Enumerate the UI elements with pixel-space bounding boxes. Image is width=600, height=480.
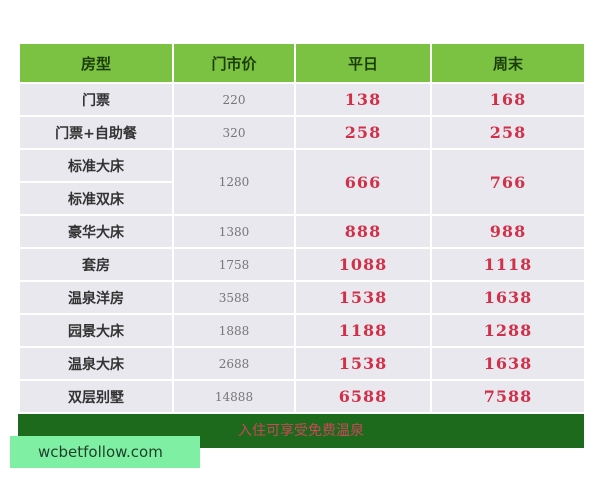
table-row: 标准双床 xyxy=(18,181,585,216)
weekday-price-cell: 1088 xyxy=(294,247,432,282)
table-row: 门票 220 138 168 xyxy=(18,82,586,117)
weekend-price-cell: 766 xyxy=(430,148,586,216)
store-price-cell: 320 xyxy=(172,115,296,150)
weekday-price-cell: 6588 xyxy=(294,379,432,414)
store-price-cell: 220 xyxy=(172,82,296,117)
room-cell: 套房 xyxy=(18,247,174,282)
room-cell: 温泉大床 xyxy=(18,346,174,381)
store-price-cell: 1280 xyxy=(172,148,296,216)
table-row: 温泉洋房 3588 1538 1638 xyxy=(18,280,586,315)
table-row: 套房 1758 1088 1118 xyxy=(18,247,586,282)
header-cell: 房型 xyxy=(18,42,174,84)
room-cell: 标准双床 xyxy=(18,181,174,216)
weekday-price-cell: 258 xyxy=(294,115,432,150)
header-cell: 门市价 xyxy=(172,42,296,84)
weekend-price-cell: 1638 xyxy=(430,346,586,381)
room-cell: 园景大床 xyxy=(18,313,174,348)
store-price-cell: 3588 xyxy=(172,280,296,315)
room-cell: 双层别墅 xyxy=(18,379,174,414)
header-row: 房型 门市价 平日 周末 xyxy=(18,42,586,84)
weekday-price-cell: 666 xyxy=(294,148,432,216)
room-cell: 门票 xyxy=(18,82,174,117)
store-price-cell: 2688 xyxy=(172,346,296,381)
weekend-price-cell: 258 xyxy=(430,115,586,150)
table-body: 门票 220 138 168 门票+自助餐 320 258 258 标准大床 1280 666 766… xyxy=(18,82,586,414)
header-cell: 平日 xyxy=(294,42,432,84)
weekend-price-cell: 1288 xyxy=(430,313,586,348)
store-price-cell: 1758 xyxy=(172,247,296,282)
weekend-price-cell: 988 xyxy=(430,214,586,249)
weekday-price-cell: 1538 xyxy=(294,346,432,381)
store-price-cell: 14888 xyxy=(172,379,296,414)
table-row: 温泉大床 2688 1538 1638 xyxy=(18,346,586,381)
weekend-price-cell: 168 xyxy=(430,82,586,117)
table-row: 园景大床 1888 1188 1288 xyxy=(18,313,586,348)
room-cell: 豪华大床 xyxy=(18,214,174,249)
header-cell: 周末 xyxy=(430,42,586,84)
weekday-price-cell: 138 xyxy=(294,82,432,117)
weekend-price-cell: 7588 xyxy=(430,379,586,414)
price-table-container: 房型 门市价 平日 周末 门票 220 138 168 门票+自助餐 320 258 258 标… xyxy=(18,42,586,448)
table-row: 豪华大床 1380 888 988 xyxy=(18,214,586,249)
store-price-cell: 1380 xyxy=(172,214,296,249)
room-cell: 门票+自助餐 xyxy=(18,115,174,150)
watermark: wcbetfollow.com xyxy=(10,436,200,468)
weekend-price-cell: 1118 xyxy=(430,247,586,282)
weekday-price-cell: 1538 xyxy=(294,280,432,315)
room-cell: 标准大床 xyxy=(18,148,174,183)
weekend-price-cell: 1638 xyxy=(430,280,586,315)
weekday-price-cell: 1188 xyxy=(294,313,432,348)
table-row: 标准大床 1280 666 766 xyxy=(18,148,586,216)
price-table: 房型 门市价 平日 周末 门票 220 138 168 门票+自助餐 320 258 258 标… xyxy=(18,42,586,414)
table-row: 双层别墅 14888 6588 7588 xyxy=(18,379,586,414)
table-row: 门票+自助餐 320 258 258 xyxy=(18,115,586,150)
weekday-price-cell: 888 xyxy=(294,214,432,249)
store-price-cell: 1888 xyxy=(172,313,296,348)
room-cell: 温泉洋房 xyxy=(18,280,174,315)
